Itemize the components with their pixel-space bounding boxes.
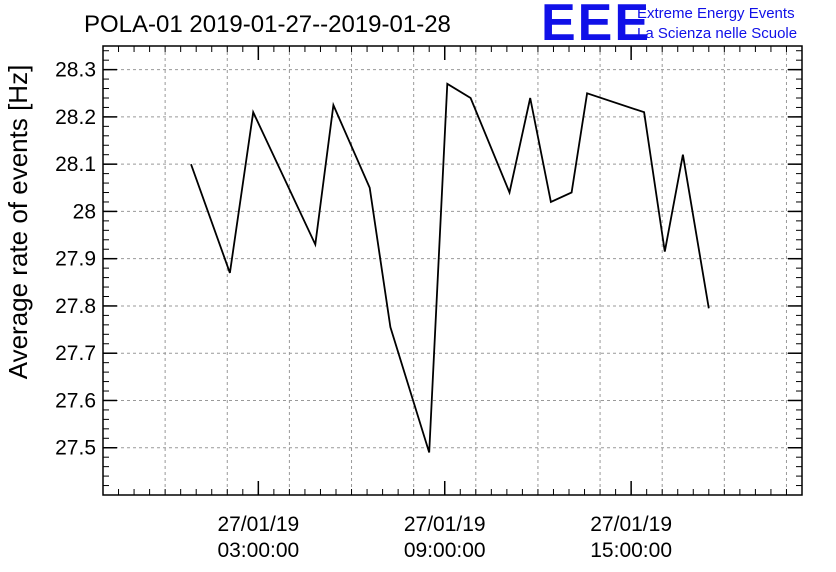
y-tick-label: 27.7 [55, 342, 96, 365]
series-group [190, 82, 710, 453]
y-tick-label: 27.5 [55, 437, 96, 460]
eee-logo: EEE Extreme Energy Events La Scienza nel… [541, 0, 797, 52]
x-tick-label-date: 27/01/19 [404, 513, 486, 536]
y-tick-label: 27.6 [55, 389, 96, 412]
y-tick-label: 27.9 [55, 248, 96, 271]
logo-line-2: La Scienza nelle Scuole [637, 25, 797, 42]
x-tick-label-time: 09:00:00 [404, 539, 486, 562]
y-axis-label: Average rate of events [Hz] [3, 65, 33, 380]
x-tick-label-time: 03:00:00 [217, 539, 299, 562]
y-tick-label: 28.3 [55, 59, 96, 82]
grid-lines [102, 46, 802, 495]
plot-frame [102, 45, 803, 496]
logo-line-1: Extreme Energy Events [637, 5, 795, 22]
y-tick-label: 28.2 [55, 106, 96, 129]
x-axis-ticks: 27/01/19 03:00:00 27/01/19 09:00:00 27/01/19… [102, 46, 803, 562]
chart-title: POLA-01 2019-01-27--2019-01-28 [84, 11, 451, 38]
y-tick-label: 28 [73, 200, 96, 223]
y-tick-label: 27.8 [55, 295, 96, 318]
series-line [190, 82, 710, 453]
x-tick-label-date: 27/01/19 [217, 513, 299, 536]
x-tick-label-time: 15:00:00 [590, 539, 672, 562]
eee-logo-mark: EEE [541, 0, 651, 52]
y-axis-ticks: 27.5 27.6 27.7 27.8 27.9 28 28.1 28.2 28.3 [55, 50, 802, 496]
x-tick-label-date: 27/01/19 [590, 513, 672, 536]
y-tick-label: 28.1 [55, 153, 96, 176]
